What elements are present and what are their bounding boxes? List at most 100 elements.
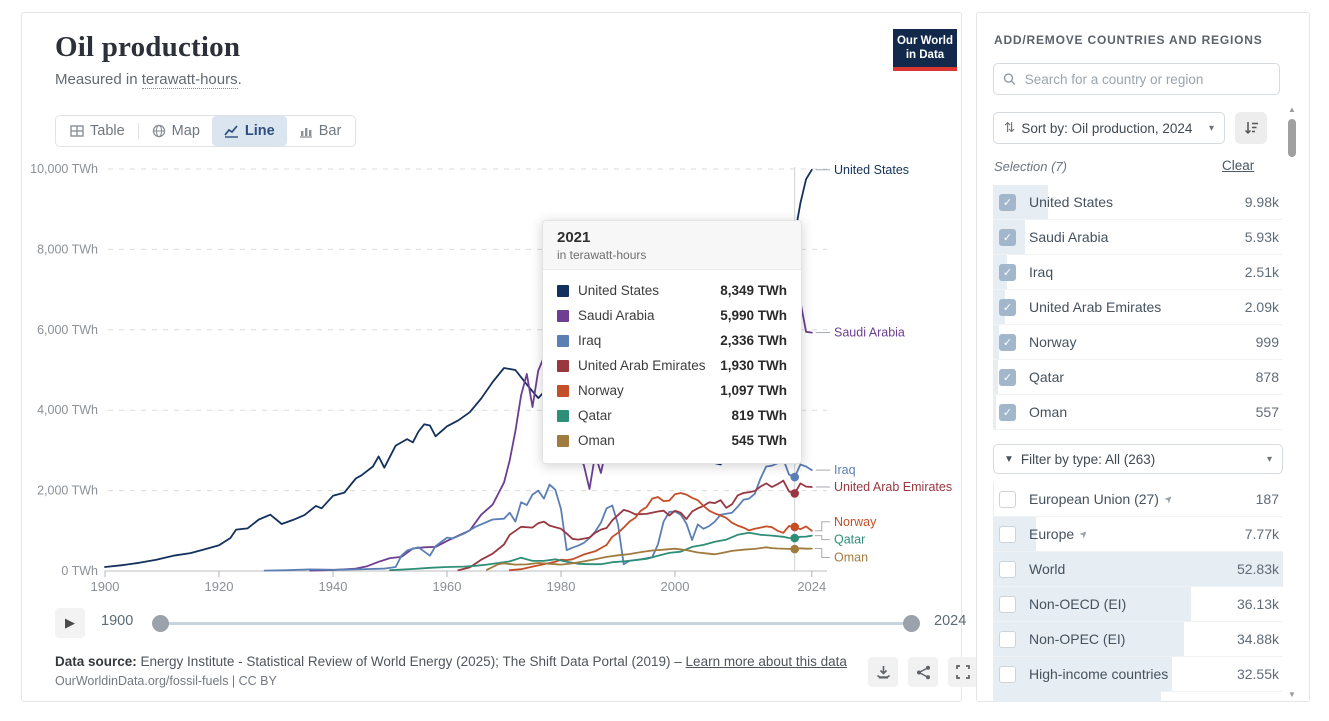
table-icon [70, 125, 84, 137]
zoom-to-entity-icon[interactable]: ➤ [1077, 527, 1092, 541]
x-tick-label: 1920 [205, 579, 234, 594]
entity-label: Norway [1029, 334, 1077, 350]
entity-label: Qatar [1029, 369, 1065, 385]
attribution-line: OurWorldinData.org/fossil-fuels | CC BY [55, 674, 277, 688]
scroll-up-arrow[interactable]: ▲ [1288, 105, 1296, 114]
series-line[interactable] [263, 458, 813, 572]
entity-checkbox[interactable] [999, 595, 1016, 613]
entity-checkbox[interactable] [999, 525, 1016, 543]
entity-checkbox[interactable]: ✓ [999, 368, 1016, 386]
list-item[interactable]: ✓ Qatar 878 [993, 360, 1283, 395]
sidebar-scrollbar[interactable]: ▲ ▼ [1286, 105, 1298, 699]
entity-checkbox[interactable]: ✓ [999, 263, 1016, 281]
owid-logo[interactable]: Our World in Data [893, 29, 957, 73]
series-line[interactable] [457, 479, 813, 572]
series-line[interactable] [486, 546, 813, 571]
entity-checkbox[interactable] [999, 490, 1016, 508]
list-item[interactable]: ✓ United States 9.98k [993, 185, 1283, 220]
fullscreen-button[interactable] [948, 657, 978, 687]
list-item[interactable]: Non-OECD (EI) 36.13k [993, 587, 1283, 622]
share-button[interactable] [908, 657, 938, 687]
tab-bar-chart[interactable]: Bar [287, 116, 354, 146]
tooltip-entity-value: 545 TWh [731, 433, 787, 448]
y-tick-label: 10,000 TWh [30, 162, 98, 176]
entity-search-box[interactable] [993, 63, 1280, 95]
x-tick-label: 1940 [319, 579, 348, 594]
entity-value: 2.09k [1244, 299, 1279, 315]
tooltip-entity-value: 5,990 TWh [720, 308, 787, 323]
y-tick-label: 2,000 TWh [37, 484, 98, 498]
sort-by-label: Sort by: Oil production, 2024 [1021, 120, 1193, 136]
timeline-start-year: 1900 [101, 613, 134, 629]
available-entities-list: European Union (27) ➤ 187 Europe ➤ 7.77k World… [993, 482, 1283, 692]
view-tab-bar: Table Map Line Bar [55, 115, 357, 147]
value-bar [993, 325, 999, 359]
entity-label: Iraq [1029, 264, 1054, 280]
tab-map[interactable]: Map [140, 116, 212, 146]
globe-icon [152, 124, 165, 138]
chart-subtitle: Measured in terawatt-hours. [55, 71, 242, 89]
series-line[interactable] [389, 531, 813, 572]
entity-value: 34.88k [1236, 631, 1279, 647]
series-end-label[interactable]: Norway [834, 515, 877, 529]
list-item[interactable]: ✓ Iraq 2.51k [993, 255, 1283, 290]
entity-checkbox[interactable]: ✓ [999, 298, 1016, 316]
value-bar [993, 657, 1172, 691]
tooltip-entity-value: 8,349 TWh [720, 283, 787, 298]
tab-table[interactable]: Table [58, 116, 137, 146]
sort-direction-button[interactable] [1235, 112, 1267, 144]
entity-checkbox[interactable]: ✓ [999, 193, 1016, 211]
zoom-to-entity-icon[interactable]: ➤ [1162, 492, 1177, 506]
list-item[interactable]: ✓ United Arab Emirates 2.09k [993, 290, 1283, 325]
series-end-label[interactable]: Iraq [834, 463, 856, 477]
label-connector [814, 535, 830, 541]
list-item[interactable]: Non-OPEC (EI) 34.88k [993, 622, 1283, 657]
timeline-play-button[interactable]: ▶ [55, 608, 85, 638]
learn-more-link[interactable]: Learn more about this data [685, 654, 847, 669]
list-item[interactable]: ✓ Saudi Arabia 5.93k [993, 220, 1283, 255]
list-item[interactable]: ✓ Norway 999 [993, 325, 1283, 360]
chart-canvas[interactable]: 0 TWh 2,000 TWh 4,000 TWh 6,000 TWh 8,000 TW… [22, 153, 962, 603]
clear-selection-button[interactable]: Clear [1222, 158, 1255, 173]
search-input[interactable] [1022, 70, 1270, 88]
series-swatch-icon [557, 359, 569, 372]
scrollbar-thumb[interactable] [1288, 119, 1296, 157]
entity-label: Oman [1029, 404, 1068, 420]
tab-line[interactable]: Line [211, 116, 287, 146]
entity-checkbox[interactable] [999, 560, 1016, 578]
scroll-down-arrow[interactable]: ▼ [1288, 690, 1296, 699]
hover-dot [790, 489, 799, 498]
entity-checkbox[interactable] [999, 630, 1016, 648]
list-item[interactable]: World 52.83k [993, 552, 1283, 587]
sort-updown-icon: ⇅ [1004, 120, 1016, 135]
filter-by-type-select[interactable]: ▼ Filter by type: All (263) ▾ [993, 444, 1283, 474]
tooltip-entity-name: Norway [578, 383, 624, 398]
entity-label: Non-OECD (EI) [1029, 596, 1127, 612]
list-item[interactable]: ✓ Oman 557 [993, 395, 1283, 430]
timeline-handle-start[interactable] [152, 615, 169, 632]
series-line[interactable] [508, 492, 813, 572]
entity-checkbox[interactable]: ✓ [999, 333, 1016, 351]
search-icon [1003, 73, 1016, 85]
sort-by-select[interactable]: ⇅ Sort by: Oil production, 2024 ▾ [993, 112, 1225, 144]
download-button[interactable] [868, 657, 898, 687]
series-end-label[interactable]: Saudi Arabia [834, 326, 905, 340]
timeline-slider[interactable] [152, 615, 920, 632]
series-end-label[interactable]: United Arab Emirates [834, 480, 952, 494]
entity-checkbox[interactable]: ✓ [999, 403, 1016, 421]
list-item[interactable]: European Union (27) ➤ 187 [993, 482, 1283, 517]
entity-value: 9.98k [1244, 194, 1279, 210]
entity-checkbox[interactable] [999, 665, 1016, 683]
owid-logo-box: Our World in Data [893, 29, 957, 67]
series-end-label[interactable]: Oman [834, 551, 868, 565]
y-tick-label: 8,000 TWh [37, 242, 98, 256]
timeline-handle-end[interactable] [903, 615, 920, 632]
unit-term-link[interactable]: terawatt-hours [141, 71, 238, 89]
entity-checkbox[interactable]: ✓ [999, 228, 1016, 246]
series-end-label[interactable]: United States [834, 163, 909, 177]
tooltip-entity-value: 1,930 TWh [720, 358, 787, 373]
chevron-down-icon: ▾ [1266, 453, 1272, 465]
entity-selector-panel: ADD/REMOVE COUNTRIES AND REGIONS ⇅ Sort … [976, 12, 1310, 702]
list-item[interactable]: Europe ➤ 7.77k [993, 517, 1283, 552]
series-end-label[interactable]: Qatar [834, 533, 865, 547]
